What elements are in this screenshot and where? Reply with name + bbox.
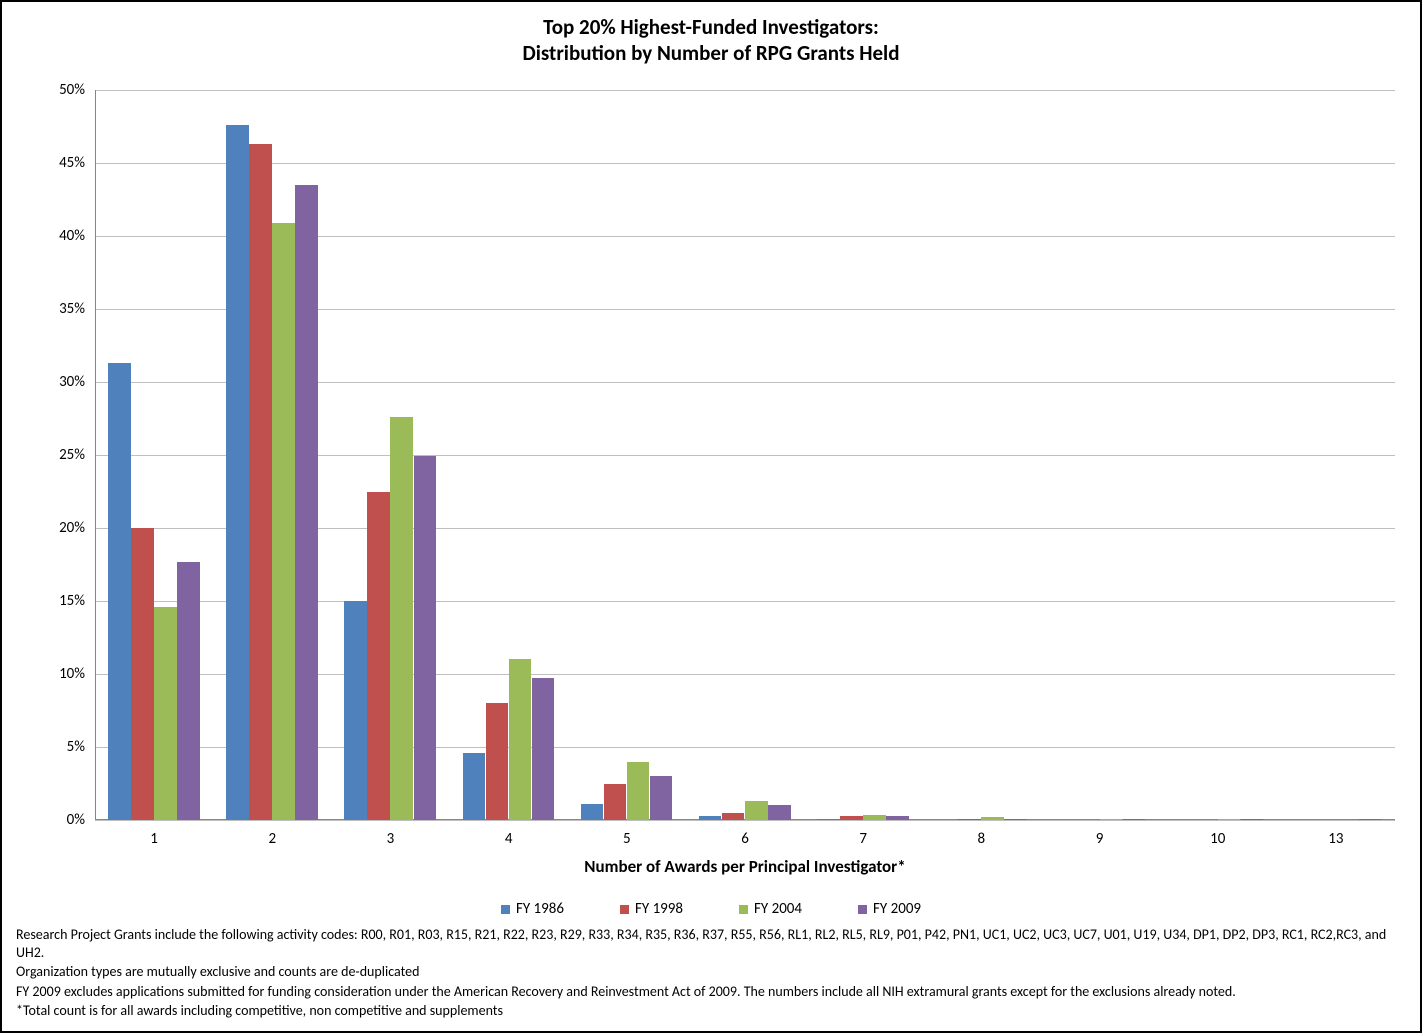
gridline <box>95 163 1395 164</box>
title-line-1: Top 20% Highest-Funded Investigators: <box>2 14 1420 40</box>
bar <box>1241 819 1264 820</box>
plot-area: 0%5%10%15%20%25%30%35%40%45%50%123456789… <box>95 90 1395 820</box>
bar <box>131 528 154 820</box>
footnote-line: Research Project Grants include the foll… <box>16 926 1406 962</box>
y-tick-label: 25% <box>59 446 85 464</box>
bar <box>1100 819 1123 820</box>
legend-label: FY 2009 <box>873 900 921 918</box>
bar <box>981 817 1004 820</box>
gridline <box>95 820 1395 821</box>
bar <box>414 456 437 820</box>
bar <box>249 144 272 820</box>
y-tick-label: 0% <box>67 811 85 829</box>
bar <box>486 703 509 820</box>
legend-swatch <box>739 905 748 914</box>
bar <box>817 819 840 820</box>
x-tick-label: 9 <box>1096 830 1104 848</box>
footnote-line: FY 2009 excludes applications submitted … <box>16 983 1406 1001</box>
bar <box>1359 819 1382 820</box>
legend-swatch <box>501 905 510 914</box>
legend-swatch <box>858 905 867 914</box>
legend-label: FY 1998 <box>635 900 683 918</box>
bar <box>863 815 886 820</box>
bar <box>745 801 768 820</box>
legend-item: FY 2009 <box>858 900 921 918</box>
x-tick-label: 2 <box>268 830 276 848</box>
y-tick-label: 10% <box>59 665 85 683</box>
bar <box>344 601 367 820</box>
x-tick-label: 7 <box>859 830 867 848</box>
y-tick-label: 50% <box>59 81 85 99</box>
bar <box>367 492 390 821</box>
bar <box>768 805 791 820</box>
legend-item: FY 1986 <box>501 900 564 918</box>
footnote-line: *Total count is for all awards including… <box>16 1002 1406 1020</box>
legend-item: FY 1998 <box>620 900 683 918</box>
footnote-line: Organization types are mutually exclusiv… <box>16 963 1406 981</box>
bar <box>1123 819 1146 820</box>
bar <box>226 125 249 820</box>
x-tick-label: 6 <box>741 830 749 848</box>
y-tick-label: 35% <box>59 300 85 318</box>
bar <box>958 819 981 820</box>
chart-title: Top 20% Highest-Funded Investigators: Di… <box>2 2 1420 67</box>
bar <box>390 417 413 820</box>
x-tick-label: 4 <box>505 830 513 848</box>
y-tick-label: 20% <box>59 519 85 537</box>
y-tick-label: 45% <box>59 154 85 172</box>
x-tick-label: 8 <box>978 830 986 848</box>
bar <box>886 816 909 820</box>
y-tick-label: 30% <box>59 373 85 391</box>
y-tick-label: 40% <box>59 227 85 245</box>
x-tick-label: 1 <box>150 830 158 848</box>
bar <box>627 762 650 820</box>
x-tick-label: 3 <box>387 830 395 848</box>
bar <box>722 813 745 820</box>
title-line-2: Distribution by Number of RPG Grants Hel… <box>2 40 1420 66</box>
y-tick-label: 5% <box>67 738 85 756</box>
bar <box>108 363 131 820</box>
y-axis-line <box>95 90 96 820</box>
legend-item: FY 2004 <box>739 900 802 918</box>
bar <box>532 678 555 820</box>
bar <box>840 816 863 820</box>
bar <box>509 659 532 820</box>
bar <box>581 804 604 820</box>
bar <box>650 776 673 820</box>
bar <box>295 185 318 820</box>
legend: FY 1986 FY 1998 FY 2004 FY 2009 <box>2 900 1420 918</box>
bar <box>154 607 177 820</box>
y-tick-label: 15% <box>59 592 85 610</box>
bar <box>1218 819 1241 820</box>
legend-label: FY 1986 <box>516 900 564 918</box>
bar <box>699 816 722 820</box>
x-tick-label: 5 <box>623 830 631 848</box>
chart-container: Top 20% Highest-Funded Investigators: Di… <box>0 0 1422 1033</box>
footnotes: Research Project Grants include the foll… <box>16 926 1406 1021</box>
x-tick-label: 10 <box>1210 830 1225 848</box>
bar <box>1004 819 1027 820</box>
bar <box>177 562 200 820</box>
x-axis-label: Number of Awards per Principal Investiga… <box>584 856 905 877</box>
bar <box>272 223 295 820</box>
x-tick-label: 13 <box>1328 830 1343 848</box>
gridline <box>95 90 1395 91</box>
legend-label: FY 2004 <box>754 900 802 918</box>
bar <box>463 753 486 820</box>
legend-swatch <box>620 905 629 914</box>
plot-wrap: Percent of Top 20 0%5%10%15%20%25%30%35%… <box>95 90 1395 820</box>
bar <box>604 784 627 821</box>
